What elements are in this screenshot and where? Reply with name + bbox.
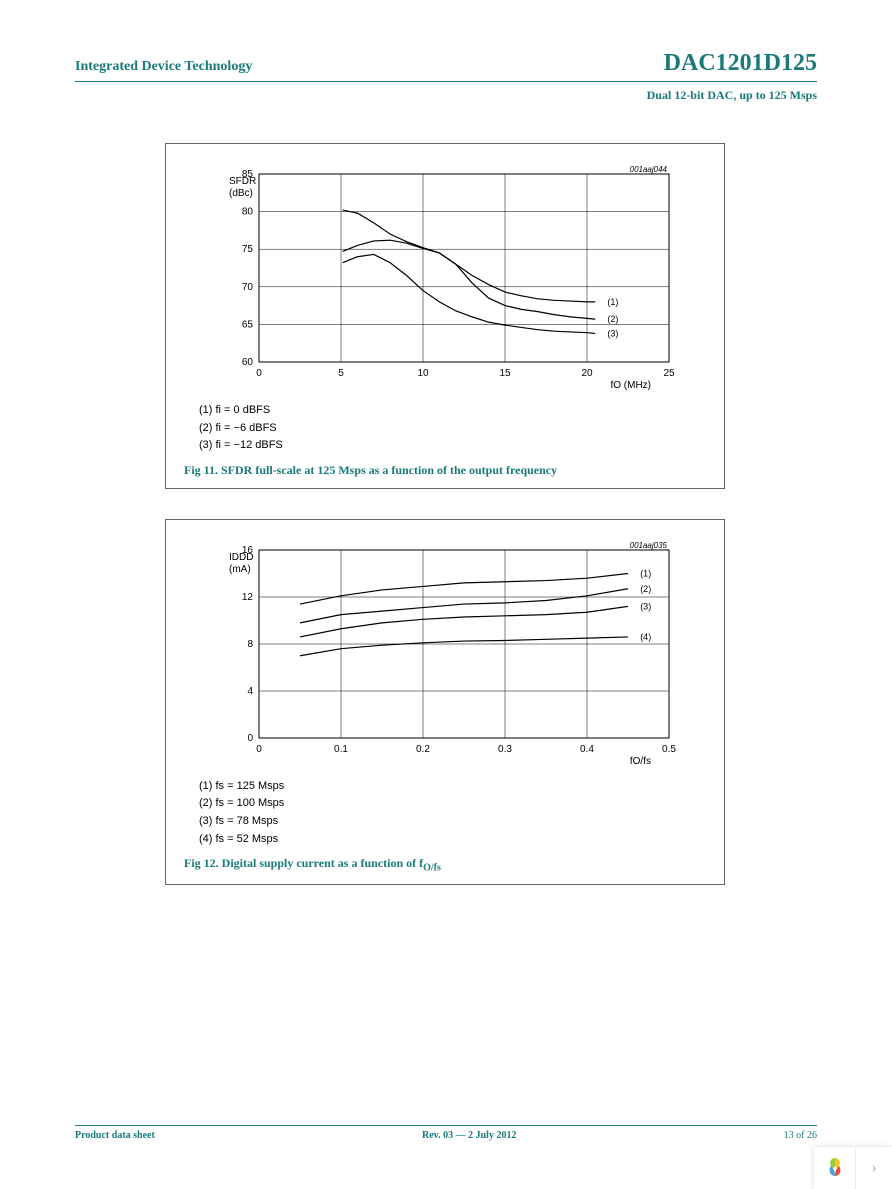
svg-text:fO/fs: fO/fs [630, 756, 651, 767]
legend-item: (1) fi = 0 dBFS [199, 402, 706, 420]
legend-item: (3) fi = −12 dBFS [199, 437, 706, 455]
legend-item: (4) fs = 52 Msps [199, 831, 706, 849]
caption-sub: O/fs [423, 863, 441, 874]
svg-text:0.3: 0.3 [498, 744, 512, 755]
svg-text:(2): (2) [640, 584, 651, 594]
svg-text:fO (MHz): fO (MHz) [610, 380, 651, 391]
svg-text:70: 70 [242, 282, 254, 293]
svg-text:12: 12 [242, 592, 254, 603]
footer-left: Product data sheet [75, 1130, 155, 1141]
svg-text:0.1: 0.1 [334, 744, 348, 755]
header: Integrated Device Technology DAC1201D125 [75, 50, 817, 82]
svg-text:0.4: 0.4 [580, 744, 594, 755]
subtitle: Dual 12-bit DAC, up to 125 Msps [75, 88, 817, 103]
legend-item: (2) fi = −6 dBFS [199, 420, 706, 438]
svg-text:001aaj035: 001aaj035 [630, 541, 668, 550]
svg-text:(3): (3) [640, 601, 651, 611]
next-page-button[interactable]: › [856, 1147, 892, 1189]
footer-mid: Rev. 03 — 2 July 2012 [422, 1130, 516, 1141]
svg-text:SFDR: SFDR [229, 176, 256, 187]
figure-11-caption: Fig 11. SFDR full-scale at 125 Msps as a… [184, 463, 706, 478]
legend-item: (3) fs = 78 Msps [199, 813, 706, 831]
figure-11-legend: (1) fi = 0 dBFS(2) fi = −6 dBFS(3) fi = … [199, 402, 706, 455]
svg-text:0: 0 [247, 733, 253, 744]
footer-right: 13 of 26 [784, 1130, 817, 1141]
svg-text:75: 75 [242, 244, 254, 255]
caption-prefix: Fig 12. Digital supply current as a func… [184, 856, 423, 870]
svg-text:10: 10 [417, 368, 429, 379]
svg-text:15: 15 [499, 368, 511, 379]
svg-text:20: 20 [581, 368, 593, 379]
svg-text:IDDD: IDDD [229, 552, 253, 563]
svg-text:60: 60 [242, 357, 254, 368]
svg-text:001aaj044: 001aaj044 [630, 165, 668, 174]
svg-text:80: 80 [242, 207, 254, 218]
figure-12-legend: (1) fs = 125 Msps(2) fs = 100 Msps(3) fs… [199, 778, 706, 848]
footer: Product data sheet Rev. 03 — 2 July 2012… [75, 1125, 817, 1141]
svg-text:(mA): (mA) [229, 564, 251, 575]
svg-text:0: 0 [256, 744, 262, 755]
company-name: Integrated Device Technology [75, 59, 252, 75]
svg-text:(2): (2) [607, 314, 618, 324]
part-number: DAC1201D125 [664, 50, 817, 77]
svg-text:4: 4 [247, 686, 253, 697]
logo-icon[interactable] [814, 1147, 856, 1189]
legend-item: (2) fs = 100 Msps [199, 795, 706, 813]
svg-text:(1): (1) [607, 297, 618, 307]
figure-12: 00.10.20.30.40.50481216IDDD(mA)fO/fs001a… [165, 519, 725, 885]
svg-text:0.5: 0.5 [662, 744, 676, 755]
svg-text:5: 5 [338, 368, 344, 379]
svg-text:0: 0 [256, 368, 262, 379]
figure-11: 0510152025606570758085SFDR(dBc)fO (MHz)0… [165, 143, 725, 489]
svg-text:(dBc): (dBc) [229, 188, 253, 199]
figure-12-caption: Fig 12. Digital supply current as a func… [184, 856, 706, 873]
nav-widget: › [814, 1147, 892, 1189]
svg-text:(3): (3) [607, 328, 618, 338]
legend-item: (1) fs = 125 Msps [199, 778, 706, 796]
svg-text:65: 65 [242, 319, 254, 330]
chart-12-svg: 00.10.20.30.40.50481216IDDD(mA)fO/fs001a… [219, 538, 699, 768]
svg-text:25: 25 [663, 368, 675, 379]
chart-11-svg: 0510152025606570758085SFDR(dBc)fO (MHz)0… [219, 162, 699, 392]
svg-text:(1): (1) [640, 568, 651, 578]
svg-text:(4): (4) [640, 632, 651, 642]
svg-text:0.2: 0.2 [416, 744, 430, 755]
svg-text:8: 8 [247, 639, 253, 650]
